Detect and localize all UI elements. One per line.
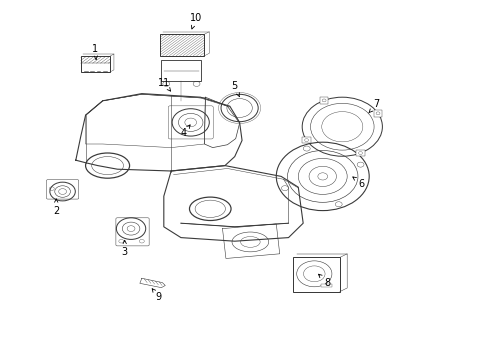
Text: 9: 9 <box>152 289 162 302</box>
FancyBboxPatch shape <box>293 257 339 292</box>
Text: 5: 5 <box>231 81 239 97</box>
Text: 7: 7 <box>368 99 379 113</box>
FancyBboxPatch shape <box>302 137 310 143</box>
Text: 11: 11 <box>157 78 170 91</box>
FancyBboxPatch shape <box>161 60 201 81</box>
FancyBboxPatch shape <box>321 284 331 287</box>
Text: 10: 10 <box>189 13 202 29</box>
FancyBboxPatch shape <box>373 110 382 117</box>
FancyBboxPatch shape <box>319 97 328 104</box>
Text: 2: 2 <box>53 199 59 216</box>
FancyBboxPatch shape <box>81 56 110 72</box>
FancyBboxPatch shape <box>355 150 364 156</box>
Text: 6: 6 <box>352 177 364 189</box>
FancyBboxPatch shape <box>160 34 204 56</box>
Text: 1: 1 <box>92 44 98 59</box>
Text: 8: 8 <box>318 274 330 288</box>
FancyBboxPatch shape <box>46 180 79 199</box>
FancyBboxPatch shape <box>116 218 149 246</box>
Text: 4: 4 <box>180 125 190 138</box>
Text: 3: 3 <box>122 240 127 257</box>
